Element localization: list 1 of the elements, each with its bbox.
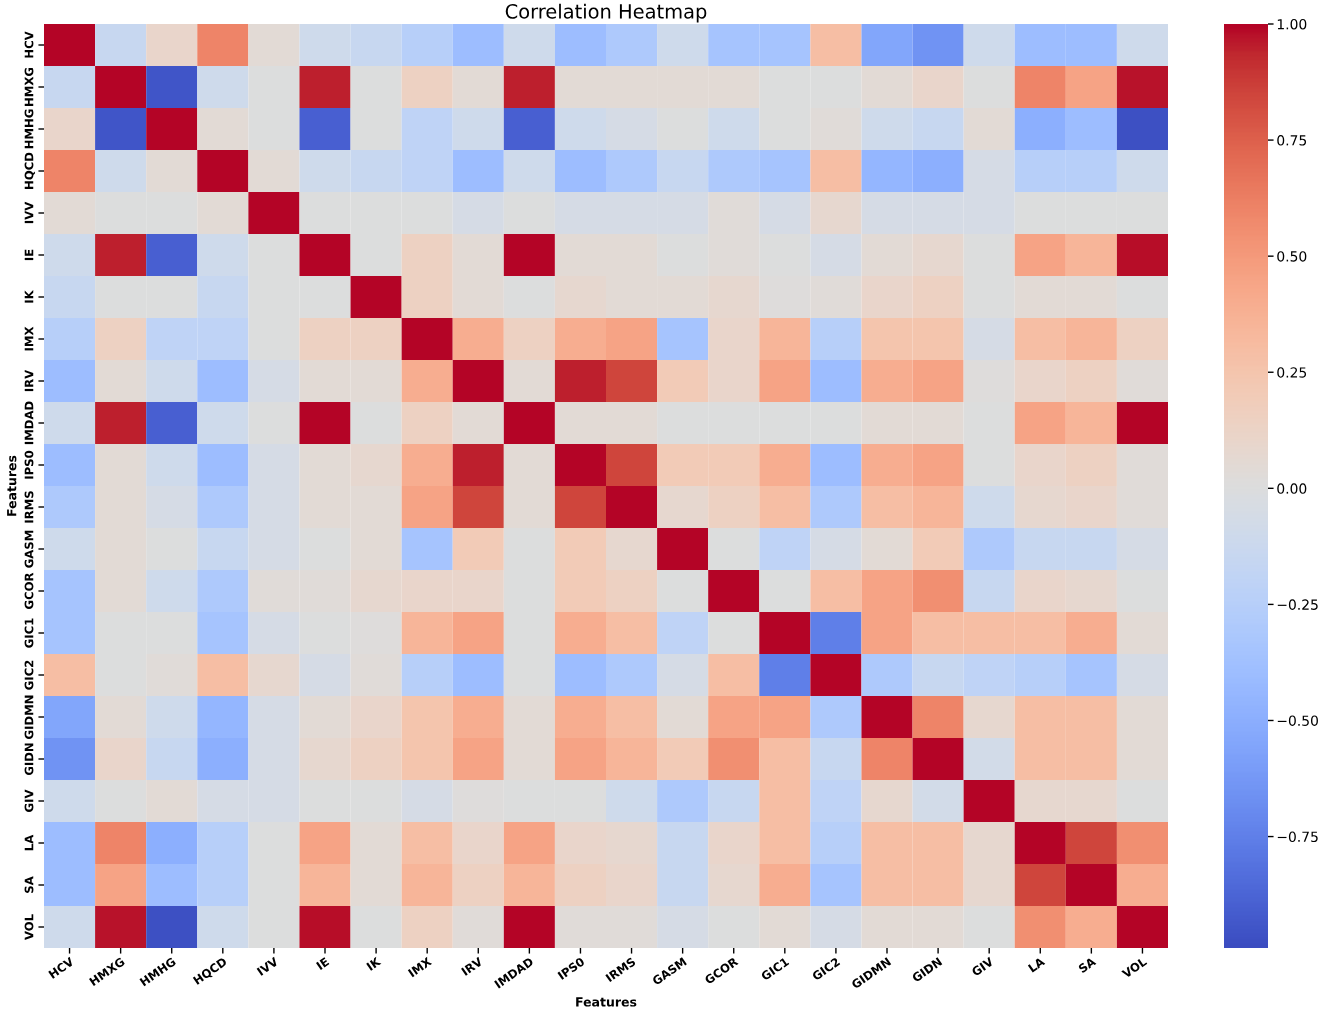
chart-title: Correlation Heatmap bbox=[505, 3, 707, 23]
